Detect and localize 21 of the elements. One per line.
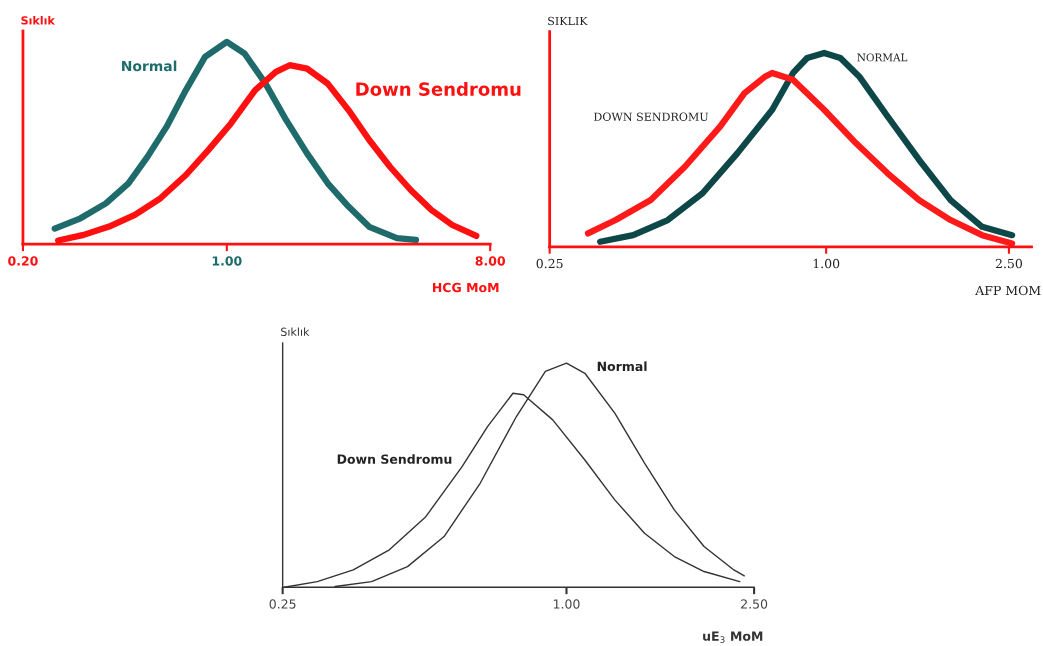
x-tick-label: 0.25 bbox=[536, 258, 563, 269]
y-axis-title: Sıklık bbox=[281, 327, 310, 336]
x-tick-label: 1.00 bbox=[212, 256, 242, 266]
x-tick-label: 8.00 bbox=[475, 256, 506, 266]
x-tick-label: 2.50 bbox=[995, 258, 1023, 269]
y-axis-title: Sıklık bbox=[21, 15, 56, 25]
x-tick-label: 0.25 bbox=[269, 599, 296, 609]
series-label: Down Sendromu bbox=[337, 454, 452, 464]
x-axis-title: HCG MoM bbox=[432, 282, 499, 293]
series-label: NORMAL bbox=[857, 53, 908, 62]
series-label: Down Sendromu bbox=[356, 81, 521, 96]
x-tick-label: 2.50 bbox=[741, 599, 768, 609]
x-tick-label: 1.00 bbox=[553, 599, 580, 609]
series-label: Normal bbox=[122, 60, 177, 72]
x-tick-label: 1.00 bbox=[813, 258, 840, 269]
x-axis-title: AFP MOM bbox=[975, 285, 1041, 296]
series-label: DOWN SENDROMU bbox=[594, 112, 709, 121]
series-label: Normal bbox=[597, 361, 647, 372]
x-axis-title: uE$_{3}$ MoM bbox=[703, 631, 763, 643]
y-axis-title: SIKLIK bbox=[548, 16, 588, 26]
x-tick-label: 0.20 bbox=[8, 256, 38, 266]
